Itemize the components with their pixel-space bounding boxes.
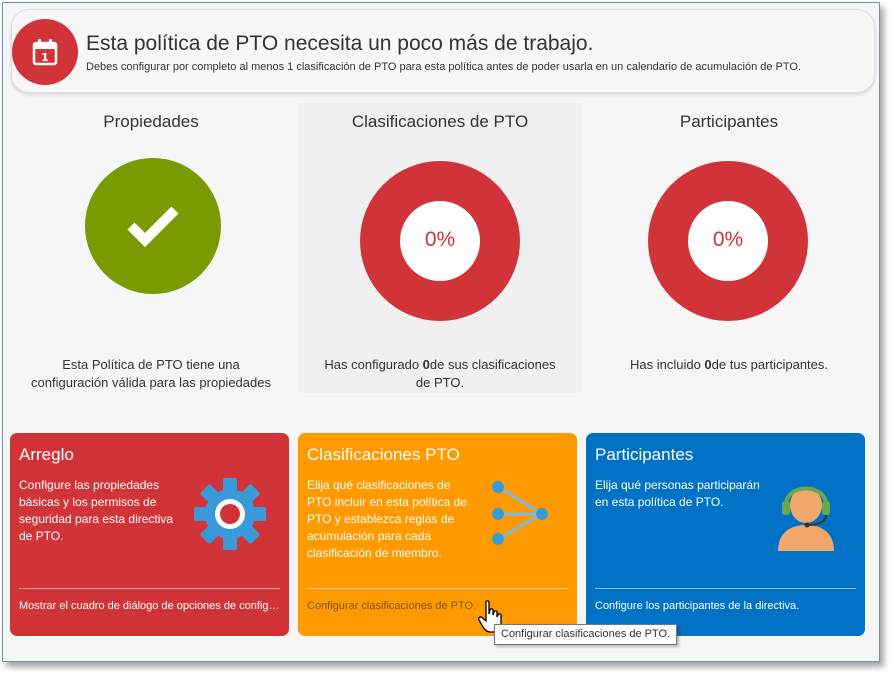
checkmark-icon xyxy=(127,206,179,248)
banner-title: Esta política de PTO necesita un poco má… xyxy=(86,32,594,55)
properties-check-circle xyxy=(85,158,221,294)
participants-percent: 0% xyxy=(712,228,744,251)
classifications-progress-donut: 0% xyxy=(360,161,520,321)
card-participants[interactable]: Participantes Elija qué personas partici… xyxy=(586,433,865,636)
card-participants-desc: Elija qué personas participarán en esta … xyxy=(595,478,760,509)
classifications-percent: 0% xyxy=(424,228,456,251)
headset-person-icon xyxy=(778,486,834,551)
card-classifications-link[interactable]: Configurar clasificaciones de PTO. xyxy=(307,600,477,612)
card-classifications-desc: Elija qué clasificaciones de PTO incluir… xyxy=(307,478,467,560)
status-classifications: Clasificaciones de PTO 0% Has configurad… xyxy=(299,103,581,393)
participants-progress-donut: 0% xyxy=(648,161,808,321)
card-classifications-title: Clasificaciones PTO xyxy=(307,445,460,464)
status-properties: Propiedades Esta Política de PTO tiene u… xyxy=(11,103,291,393)
svg-text:1: 1 xyxy=(41,51,49,64)
card-fix-desc: Configure las propiedades básicas y los … xyxy=(19,478,174,543)
card-fix[interactable]: Arreglo Configure las propiedades básica… xyxy=(10,433,289,636)
status-classifications-desc: Has configurado 0de sus clasificaciones … xyxy=(324,357,556,390)
warning-banner: 1 Esta política de PTO necesita un poco … xyxy=(11,9,875,93)
card-classifications[interactable]: Clasificaciones PTO Elija qué clasificac… xyxy=(298,433,577,636)
banner-subtitle: Debes configurar por completo al menos 1… xyxy=(86,61,802,73)
status-participants-title: Participantes xyxy=(679,112,779,131)
status-properties-desc: Esta Política de PTO tiene una configura… xyxy=(31,357,271,390)
status-participants: Participantes 0% Has incluido 0de tus pa… xyxy=(589,103,869,393)
card-participants-title: Participantes xyxy=(595,445,694,464)
banner-icon-circle: 1 xyxy=(12,19,78,85)
calendar-icon: 1 xyxy=(32,39,58,66)
card-participants-link[interactable]: Configure los participantes de la direct… xyxy=(595,600,800,612)
status-properties-title: Propiedades xyxy=(103,112,199,131)
tooltip: Configurar clasificaciones de PTO. xyxy=(494,624,678,645)
status-participants-desc: Has incluido 0de tus participantes. xyxy=(629,357,829,372)
card-fix-link[interactable]: Mostrar el cuadro de diálogo de opciones… xyxy=(19,600,280,612)
gear-icon xyxy=(194,478,266,550)
card-fix-title: Arreglo xyxy=(19,445,74,464)
status-classifications-title: Clasificaciones de PTO xyxy=(351,112,529,131)
merge-arrows-icon xyxy=(492,481,548,545)
